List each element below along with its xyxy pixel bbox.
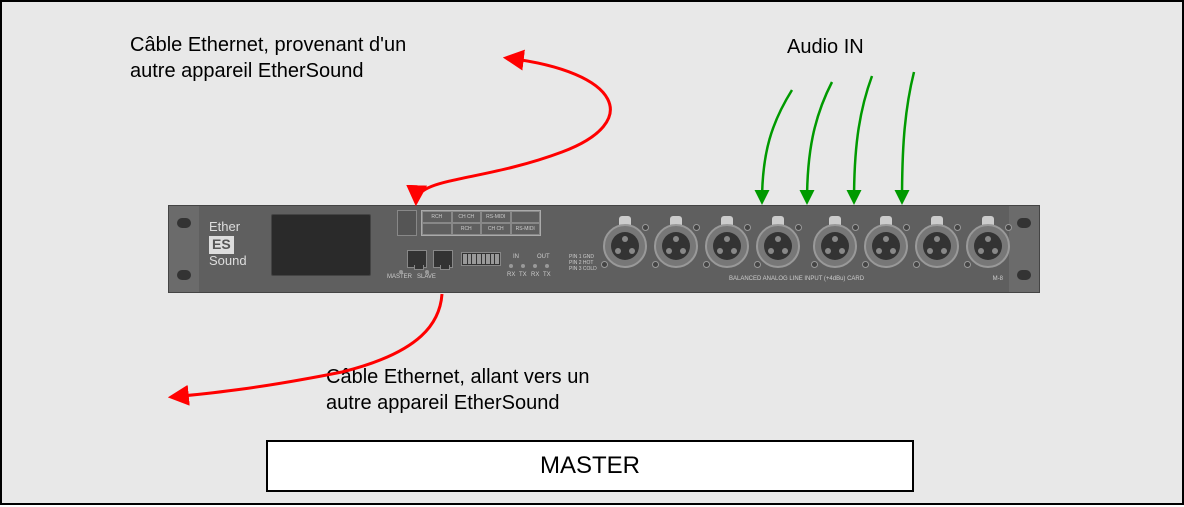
mode-master-label: MASTER: [387, 274, 412, 280]
ear-hole: [1017, 270, 1031, 280]
led: [533, 264, 537, 268]
ear-hole: [177, 218, 191, 228]
io-in-label: IN: [513, 254, 519, 260]
brand-line2: Sound: [209, 254, 247, 268]
brand-badge: ES: [209, 236, 234, 253]
xlr-group-2: [813, 224, 1010, 268]
label-ethernet-in-l1: Câble Ethernet, provenant d'unautre appa…: [130, 34, 406, 82]
label-ethernet-out: Câble Ethernet, allant vers unautre appa…: [326, 364, 686, 416]
rxtx-label: RX: [531, 272, 539, 278]
brand-line1: Ether: [209, 220, 247, 234]
card-label: BALANCED ANALOG LINE INPUT (+4dBu) CARD: [729, 276, 864, 282]
xlr-input-1[interactable]: [603, 224, 647, 268]
ctrl-cell: CH CH: [481, 223, 511, 235]
mode-slave-label: SLAVE: [417, 274, 436, 280]
label-audio-in: Audio IN: [787, 34, 864, 60]
ctrl-cell: [511, 211, 541, 223]
master-box-text: MASTER: [540, 452, 640, 480]
led-slave: [425, 270, 429, 274]
rack-ear-left: [169, 206, 199, 292]
rxtx-label: TX: [519, 272, 527, 278]
xlr-input-6[interactable]: [864, 224, 908, 268]
io-out-label: OUT: [537, 254, 550, 260]
xlr-group-1: [603, 224, 800, 268]
rack-unit: Ether ES Sound RCH CH CH RS-MIDI RCH CH …: [168, 205, 1040, 293]
xlr-input-2[interactable]: [654, 224, 698, 268]
led: [521, 264, 525, 268]
xlr-input-3[interactable]: [705, 224, 749, 268]
rj45-port-out[interactable]: [433, 250, 453, 268]
ctrl-cell: RS-MIDI: [511, 223, 541, 235]
lcd-display: [271, 214, 371, 276]
xlr-input-5[interactable]: [813, 224, 857, 268]
rxtx-label: TX: [543, 272, 551, 278]
arrow-audio-1: [762, 90, 792, 202]
ear-hole: [177, 270, 191, 280]
arrow-audio-2: [807, 82, 832, 202]
dip-switch[interactable]: [461, 252, 501, 266]
arrow-audio-4: [902, 72, 914, 202]
led: [545, 264, 549, 268]
diagram-frame: Câble Ethernet, provenant d'unautre appa…: [0, 0, 1184, 505]
master-box: MASTER: [266, 440, 914, 492]
rack-ear-right: [1009, 206, 1039, 292]
ctrl-cell: RCH: [422, 211, 452, 223]
arrow-audio-3: [854, 76, 872, 202]
ear-hole: [1017, 218, 1031, 228]
xlr-input-7[interactable]: [915, 224, 959, 268]
rxtx-leds: [509, 264, 549, 268]
led-master: [399, 270, 403, 274]
label-ethernet-in: Câble Ethernet, provenant d'unautre appa…: [130, 32, 510, 84]
pin-line: PIN 3 COLD: [569, 266, 597, 272]
ctrl-tab: [397, 210, 417, 236]
ctrl-grid: RCH CH CH RS-MIDI RCH CH CH RS-MIDI: [421, 210, 541, 236]
ctrl-cell: CH CH: [452, 211, 482, 223]
card-id: M-8: [993, 276, 1003, 282]
xlr-input-8[interactable]: [966, 224, 1010, 268]
ctrl-cell: RCH: [452, 223, 482, 235]
rxtx-label: RX: [507, 272, 515, 278]
ctrl-cell: RS-MIDI: [481, 211, 511, 223]
ctrl-cell: [422, 223, 452, 235]
xlr-input-4[interactable]: [756, 224, 800, 268]
rack-face: Ether ES Sound RCH CH CH RS-MIDI RCH CH …: [199, 206, 1009, 292]
led: [509, 264, 513, 268]
brand-block: Ether ES Sound: [209, 220, 247, 268]
pin-legend: PIN 1 GND PIN 2 HOT PIN 3 COLD: [569, 254, 597, 272]
rj45-port-in[interactable]: [407, 250, 427, 268]
control-block: RCH CH CH RS-MIDI RCH CH CH RS-MIDI M: [395, 210, 555, 280]
label-ethernet-out-l1: Câble Ethernet, allant vers unautre appa…: [326, 366, 590, 414]
